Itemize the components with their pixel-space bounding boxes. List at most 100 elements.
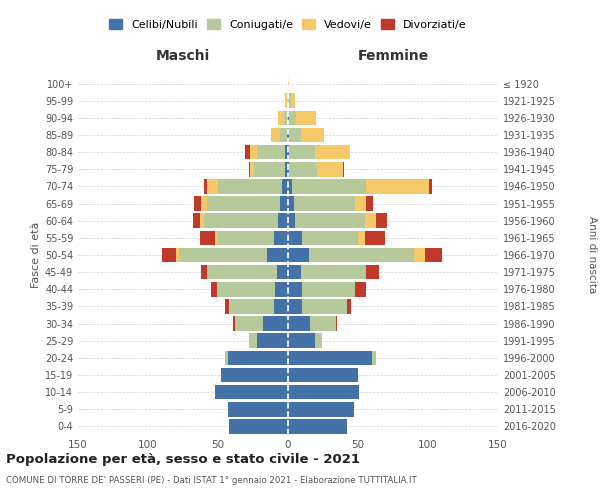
Bar: [287, 94, 288, 108]
Bar: [293, 196, 355, 211]
Bar: [301, 128, 325, 142]
Bar: [314, 334, 322, 348]
Bar: [430, 179, 432, 194]
Bar: [288, 230, 302, 245]
Bar: [285, 94, 287, 108]
Bar: [228, 402, 288, 416]
Bar: [292, 179, 367, 194]
Bar: [335, 316, 337, 331]
Bar: [288, 248, 309, 262]
Bar: [277, 265, 288, 280]
Bar: [314, 145, 350, 160]
Bar: [288, 282, 302, 296]
Bar: [274, 299, 288, 314]
Bar: [288, 179, 292, 194]
Bar: [217, 282, 275, 296]
Bar: [200, 230, 215, 245]
Bar: [271, 128, 280, 142]
Bar: [218, 230, 274, 245]
Bar: [288, 368, 358, 382]
Text: Popolazione per età, sesso e stato civile - 2021: Popolazione per età, sesso e stato civil…: [6, 452, 360, 466]
Bar: [207, 196, 280, 211]
Bar: [288, 350, 372, 365]
Bar: [284, 110, 288, 125]
Bar: [235, 316, 263, 331]
Bar: [249, 162, 250, 176]
Text: COMUNE DI TORRE DE' PASSERI (PE) - Dati ISTAT 1° gennaio 2021 - Elaborazione TUT: COMUNE DI TORRE DE' PASSERI (PE) - Dati …: [6, 476, 417, 485]
Bar: [267, 248, 288, 262]
Bar: [376, 214, 388, 228]
Bar: [285, 162, 288, 176]
Legend: Celibi/Nubili, Coniugati/e, Vedovi/e, Divorziati/e: Celibi/Nubili, Coniugati/e, Vedovi/e, Di…: [109, 20, 467, 30]
Bar: [288, 299, 302, 314]
Bar: [367, 179, 430, 194]
Bar: [309, 248, 414, 262]
Bar: [365, 230, 385, 245]
Bar: [275, 282, 288, 296]
Bar: [254, 162, 285, 176]
Text: Maschi: Maschi: [156, 48, 210, 62]
Bar: [215, 385, 288, 400]
Bar: [263, 316, 288, 331]
Bar: [207, 265, 277, 280]
Bar: [193, 214, 200, 228]
Bar: [225, 299, 229, 314]
Bar: [288, 196, 293, 211]
Bar: [176, 248, 179, 262]
Bar: [278, 110, 284, 125]
Bar: [288, 214, 295, 228]
Bar: [274, 230, 288, 245]
Bar: [291, 94, 295, 108]
Bar: [365, 214, 376, 228]
Y-axis label: Fasce di età: Fasce di età: [31, 222, 41, 288]
Bar: [207, 179, 218, 194]
Bar: [201, 265, 207, 280]
Bar: [211, 282, 217, 296]
Bar: [285, 145, 288, 160]
Bar: [162, 248, 176, 262]
Bar: [343, 162, 344, 176]
Bar: [317, 162, 343, 176]
Bar: [288, 162, 289, 176]
Bar: [250, 145, 257, 160]
Bar: [289, 145, 314, 160]
Bar: [289, 128, 301, 142]
Bar: [204, 214, 278, 228]
Bar: [200, 214, 204, 228]
Bar: [288, 265, 301, 280]
Bar: [296, 110, 316, 125]
Bar: [280, 196, 288, 211]
Bar: [302, 299, 347, 314]
Bar: [229, 419, 288, 434]
Text: Anni di nascita: Anni di nascita: [587, 216, 597, 294]
Bar: [225, 350, 228, 365]
Bar: [310, 316, 335, 331]
Bar: [288, 110, 289, 125]
Text: Femmine: Femmine: [358, 48, 428, 62]
Bar: [250, 162, 254, 176]
Bar: [287, 128, 288, 142]
Bar: [288, 316, 310, 331]
Bar: [257, 334, 288, 348]
Bar: [221, 368, 288, 382]
Bar: [283, 179, 288, 194]
Bar: [288, 76, 289, 91]
Bar: [278, 214, 288, 228]
Bar: [358, 230, 365, 245]
Bar: [288, 385, 359, 400]
Bar: [201, 196, 207, 211]
Bar: [249, 334, 257, 348]
Bar: [355, 196, 367, 211]
Bar: [288, 402, 354, 416]
Bar: [414, 248, 425, 262]
Bar: [215, 230, 218, 245]
Bar: [301, 265, 367, 280]
Bar: [288, 145, 289, 160]
Bar: [204, 179, 207, 194]
Bar: [372, 350, 376, 365]
Bar: [229, 299, 274, 314]
Bar: [347, 299, 351, 314]
Bar: [425, 248, 442, 262]
Bar: [302, 230, 358, 245]
Bar: [257, 145, 285, 160]
